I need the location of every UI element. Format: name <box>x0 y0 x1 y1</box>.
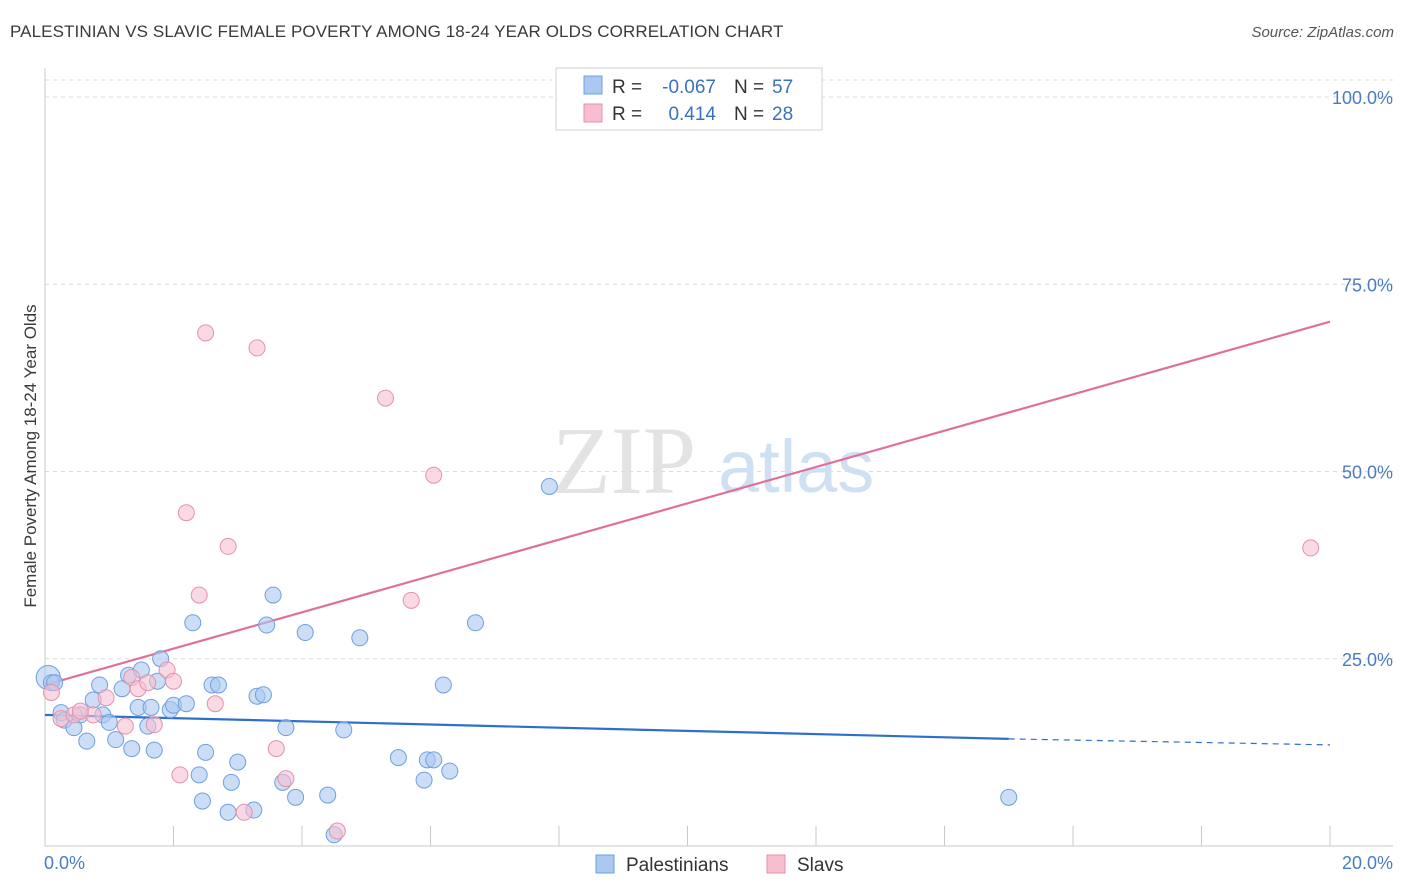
palestinians-point-40 <box>287 788 305 806</box>
bottom-legend-swatch-palestinians <box>595 854 615 874</box>
legend-n-label-1: N = <box>734 77 764 98</box>
slavs-point-18 <box>235 803 253 821</box>
slavs-point-4 <box>97 689 115 707</box>
slavs-point-19 <box>248 339 266 357</box>
bottom-legend-label-palestinians: Palestinians <box>626 855 728 876</box>
slavs-point-27 <box>71 702 89 720</box>
palestinians-point-37 <box>264 586 282 604</box>
watermark-zip: ZIP <box>552 407 696 514</box>
y-tick-label-2: 75.0% <box>1342 275 1393 295</box>
bottom-legend-label-slavs: Slavs <box>797 855 843 876</box>
legend-r-label-2: R = <box>612 104 642 125</box>
palestinians-point-36 <box>258 616 276 634</box>
slavs-point-5 <box>116 717 134 735</box>
palestinians-point-44 <box>335 721 353 739</box>
palestinians-point-54 <box>1000 788 1018 806</box>
y-tick-label-0: 25.0% <box>1342 650 1393 670</box>
stats-legend: R = -0.067 N = 57 R = 0.414 N = 28 <box>555 67 823 131</box>
data-points <box>35 324 1320 844</box>
slavs-point-22 <box>328 822 346 840</box>
palestinians-point-29 <box>209 676 227 694</box>
legend-n-value-2: 28 <box>772 104 793 125</box>
slavs-point-15 <box>197 324 215 342</box>
legend-n-value-1: 57 <box>772 77 793 98</box>
watermark-atlas: atlas <box>718 425 874 508</box>
palestinians-point-10 <box>100 713 118 731</box>
legend-r-value-1: -0.067 <box>662 77 716 98</box>
palestinians-point-23 <box>177 695 195 713</box>
y-axis-title: Female Poverty Among 18-24 Year Olds <box>21 304 40 607</box>
palestinians-point-32 <box>229 753 247 771</box>
palestinians-point-42 <box>319 786 337 804</box>
palestinians-point-39 <box>277 719 295 737</box>
palestinians-point-53 <box>540 477 558 495</box>
series-legend: Palestinians Slavs <box>595 854 843 876</box>
slavs-point-16 <box>206 695 224 713</box>
slavs-point-11 <box>165 672 182 690</box>
x-tick-label-0: 0.0% <box>44 853 85 873</box>
y-tick-label-1: 50.0% <box>1342 463 1393 483</box>
palestinians-point-35 <box>254 686 272 704</box>
palestinians-point-25 <box>190 766 208 784</box>
palestinians-point-47 <box>415 771 433 789</box>
slavs-point-17 <box>219 537 237 555</box>
chart-title: PALESTINIAN VS SLAVIC FEMALE POVERTY AMO… <box>10 22 784 41</box>
palestinians-point-14 <box>123 740 141 758</box>
palestinians-trend-extension <box>1008 738 1331 746</box>
palestinians-point-50 <box>434 676 452 694</box>
palestinians-point-26 <box>193 792 211 810</box>
source-label: Source: ZipAtlas.com <box>1251 24 1394 41</box>
legend-swatch-palestinians <box>583 75 603 95</box>
palestinians-point-52 <box>466 614 484 632</box>
slavs-point-25 <box>425 466 443 484</box>
y-tick-label-3: 100.0% <box>1332 88 1393 108</box>
slavs-trend-line <box>44 320 1331 687</box>
palestinians-point-24 <box>184 614 202 632</box>
legend-n-label-2: N = <box>734 104 764 125</box>
slavs-point-9 <box>145 716 163 734</box>
legend-r-value-2: 0.414 <box>668 104 716 125</box>
slavs-point-0 <box>42 683 60 701</box>
palestinians-trend-line <box>44 713 1009 740</box>
palestinians-point-6 <box>78 732 96 750</box>
trend-lines <box>44 320 1331 746</box>
palestinians-point-27 <box>197 743 215 761</box>
palestinians-point-31 <box>222 773 240 791</box>
bottom-legend-swatch-slavs <box>766 854 786 874</box>
legend-r-label-1: R = <box>612 77 642 98</box>
slavs-point-24 <box>402 591 420 609</box>
axes <box>44 68 1393 847</box>
palestinians-point-56 <box>142 698 160 716</box>
x-tick-label-1: 20.0% <box>1342 853 1393 873</box>
x-tick-labels: 0.0% 20.0% <box>44 853 1393 873</box>
slavs-point-8 <box>139 674 157 692</box>
y-tick-labels: 25.0% 50.0% 75.0% 100.0% <box>1332 88 1393 670</box>
slavs-point-14 <box>190 586 208 604</box>
palestinians-point-41 <box>296 624 314 642</box>
slavs-point-13 <box>177 504 195 522</box>
slavs-point-21 <box>277 770 295 788</box>
slavs-point-12 <box>171 766 189 784</box>
palestinians-point-30 <box>219 803 237 821</box>
palestinians-point-45 <box>351 629 369 647</box>
slavs-point-23 <box>377 389 395 407</box>
palestinians-point-11 <box>107 731 125 749</box>
palestinians-point-46 <box>389 749 407 767</box>
slavs-point-20 <box>267 740 285 758</box>
slavs-point-26 <box>1302 539 1320 557</box>
grid-lines <box>45 79 1393 660</box>
palestinians-point-18 <box>145 741 163 759</box>
palestinians-point-49 <box>425 751 443 769</box>
legend-swatch-slavs <box>583 103 603 123</box>
palestinians-point-51 <box>441 762 459 780</box>
